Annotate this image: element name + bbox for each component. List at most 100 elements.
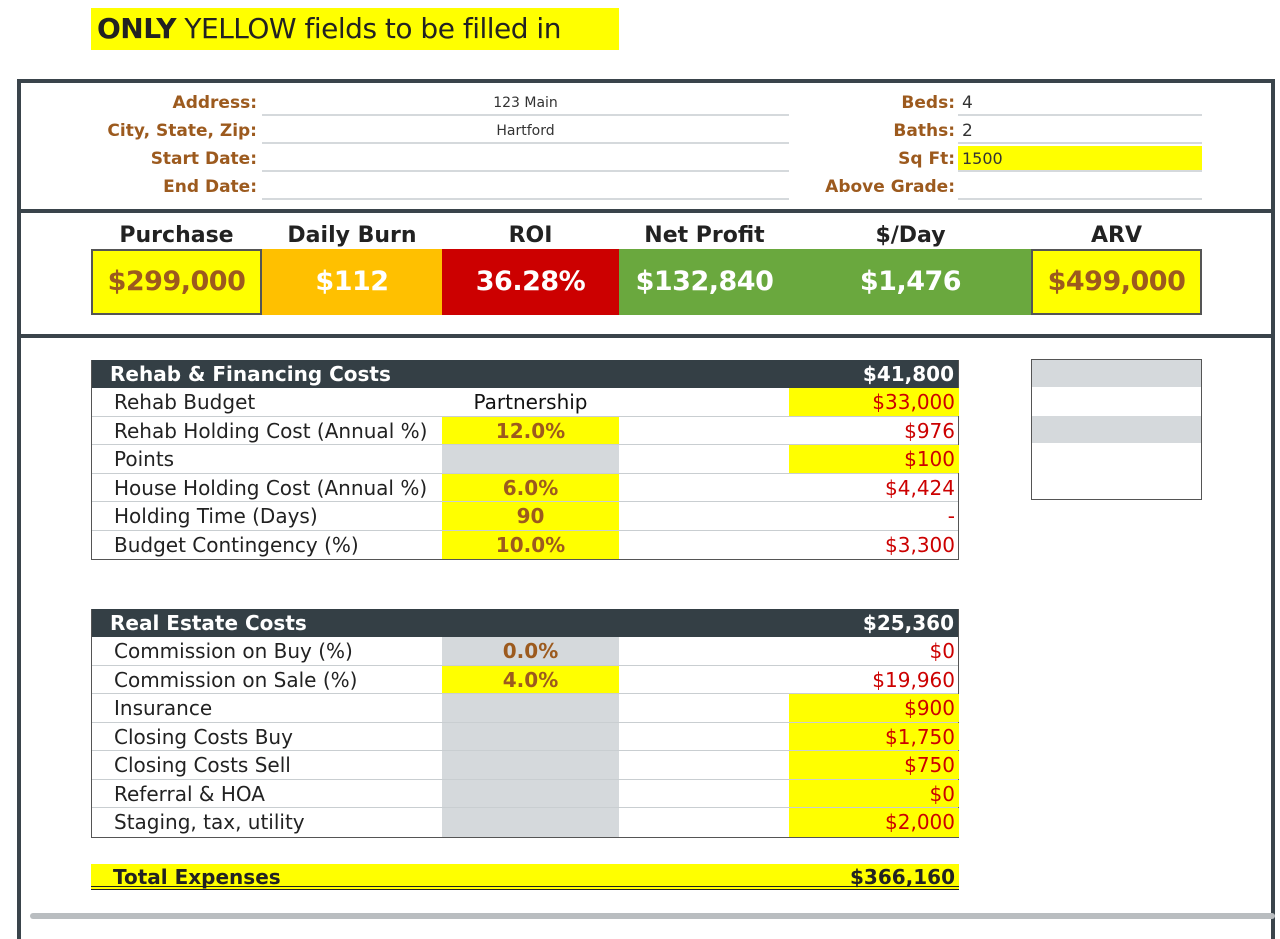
net-profit-value: $132,840 <box>619 249 790 315</box>
row-label: Staging, tax, utility <box>114 810 305 834</box>
row-label: Budget Contingency (%) <box>114 532 359 557</box>
row-value: $0 <box>929 639 955 663</box>
table-row: Commission on Buy (%) 0.0% $0 <box>92 637 958 666</box>
daily-burn-header: Daily Burn <box>287 223 417 248</box>
section-divider <box>17 334 1275 338</box>
row-label: Rehab Budget <box>114 390 256 414</box>
total-expenses-row: Total Expenses $366,160 <box>91 864 959 890</box>
table-row: Rehab Budget Partnership $33,000 <box>92 388 959 417</box>
row-value[interactable]: $33,000 <box>789 388 959 416</box>
row-mid <box>442 751 619 779</box>
row-mid[interactable]: 12.0% <box>442 416 619 444</box>
address-field[interactable]: 123 Main <box>262 90 789 116</box>
row-value: $3,300 <box>885 532 955 557</box>
row-label: Commission on Buy (%) <box>114 639 353 663</box>
row-mid <box>442 722 619 750</box>
banner-bold-text: ONLY <box>97 12 177 45</box>
city-label: City, State, Zip: <box>107 121 257 141</box>
row-label: Referral & HOA <box>114 781 265 806</box>
baths-label: Baths: <box>893 121 955 141</box>
row-mid <box>442 445 619 473</box>
row-mid[interactable]: 10.0% <box>442 530 619 559</box>
row-label: House Holding Cost (Annual %) <box>114 475 428 500</box>
rehab-total: $41,800 <box>862 362 954 386</box>
start-date-field[interactable] <box>262 146 789 172</box>
table-row: House Holding Cost (Annual %) 6.0% $4,42… <box>92 473 958 502</box>
real-estate-table-header: Real Estate Costs $25,360 <box>92 609 958 637</box>
row-label: Points <box>114 447 175 471</box>
row-label: Insurance <box>114 696 213 720</box>
per-day-value: $1,476 <box>790 249 1031 315</box>
row-value[interactable]: $750 <box>789 751 959 779</box>
sheet-frame <box>17 79 1275 939</box>
total-expenses-value: $366,160 <box>849 865 955 889</box>
row-label: Commission on Sale (%) <box>114 667 358 692</box>
table-row: Commission on Sale (%) 4.0% $19,960 <box>92 665 958 694</box>
start-date-label: Start Date: <box>150 149 257 169</box>
side-box-row <box>1032 416 1201 443</box>
baths-field[interactable]: 2 <box>958 118 1202 144</box>
row-label: Holding Time (Days) <box>114 504 318 528</box>
end-date-label: End Date: <box>163 177 257 197</box>
row-label: Closing Costs Sell <box>114 753 291 777</box>
table-row: Rehab Holding Cost (Annual %) 12.0% $976 <box>92 416 958 445</box>
beds-label: Beds: <box>901 93 955 113</box>
roi-value: 36.28% <box>442 249 619 315</box>
horizontal-scrollbar[interactable] <box>30 913 1275 919</box>
row-label: Closing Costs Buy <box>114 724 293 749</box>
table-row: Budget Contingency (%) 10.0% $3,300 <box>92 530 958 559</box>
net-profit-header: Net Profit <box>644 223 765 248</box>
per-day-header: $/Day <box>875 223 946 248</box>
rehab-table-header: Rehab & Financing Costs $41,800 <box>92 360 958 388</box>
roi-header: ROI <box>508 223 553 248</box>
row-mid[interactable]: 90 <box>442 502 619 530</box>
total-expenses-label: Total Expenses <box>113 865 281 889</box>
row-value[interactable]: $100 <box>789 445 959 473</box>
row-mid: Partnership <box>473 390 588 414</box>
row-value: $976 <box>904 418 955 443</box>
row-value: $4,424 <box>885 475 955 500</box>
row-value[interactable]: $1,750 <box>789 722 959 750</box>
row-value[interactable]: $0 <box>789 779 959 807</box>
above-grade-field[interactable] <box>958 174 1202 200</box>
purchase-value[interactable]: $299,000 <box>91 249 262 315</box>
rehab-table: Rehab & Financing Costs $41,800 Rehab Bu… <box>91 360 959 560</box>
purchase-header: Purchase <box>119 223 234 248</box>
real-estate-title: Real Estate Costs <box>110 611 307 635</box>
end-date-field[interactable] <box>262 174 789 200</box>
arv-header: ARV <box>1091 223 1142 248</box>
rehab-title: Rehab & Financing Costs <box>110 362 391 386</box>
row-value: $19,960 <box>872 667 955 692</box>
side-box <box>1031 359 1202 500</box>
section-divider <box>17 209 1275 213</box>
table-row: Staging, tax, utility $2,000 <box>92 808 959 837</box>
row-value[interactable]: $2,000 <box>789 808 959 837</box>
row-mid: 0.0% <box>442 637 619 665</box>
sqft-field[interactable]: 1500 <box>958 146 1202 172</box>
row-mid <box>442 694 619 722</box>
row-mid <box>442 808 619 837</box>
row-value[interactable]: $900 <box>789 694 959 722</box>
arv-value[interactable]: $499,000 <box>1031 249 1202 315</box>
row-mid <box>442 779 619 807</box>
table-row: Closing Costs Buy $1,750 <box>92 722 959 751</box>
side-box-row <box>1032 360 1201 387</box>
city-field[interactable]: Hartford <box>262 118 789 144</box>
row-value: - <box>947 504 955 528</box>
address-label: Address: <box>172 93 257 113</box>
beds-field[interactable]: 4 <box>958 90 1202 116</box>
table-row: Closing Costs Sell $750 <box>92 751 959 780</box>
above-grade-label: Above Grade: <box>825 177 955 197</box>
row-label: Rehab Holding Cost (Annual %) <box>114 418 428 443</box>
banner-text: YELLOW fields to be filled in <box>176 12 561 45</box>
table-row: Points $100 <box>92 445 959 474</box>
row-mid[interactable]: 6.0% <box>442 473 619 501</box>
daily-burn-value: $112 <box>262 249 442 315</box>
row-mid[interactable]: 4.0% <box>442 665 619 693</box>
table-row: Insurance $900 <box>92 694 959 723</box>
table-row: Holding Time (Days) 90 - <box>92 502 958 531</box>
real-estate-table: Real Estate Costs $25,360 Commission on … <box>91 609 959 838</box>
table-row: Referral & HOA $0 <box>92 779 959 808</box>
real-estate-total: $25,360 <box>862 611 954 635</box>
instructions-banner: ONLY YELLOW fields to be filled in <box>91 8 619 50</box>
